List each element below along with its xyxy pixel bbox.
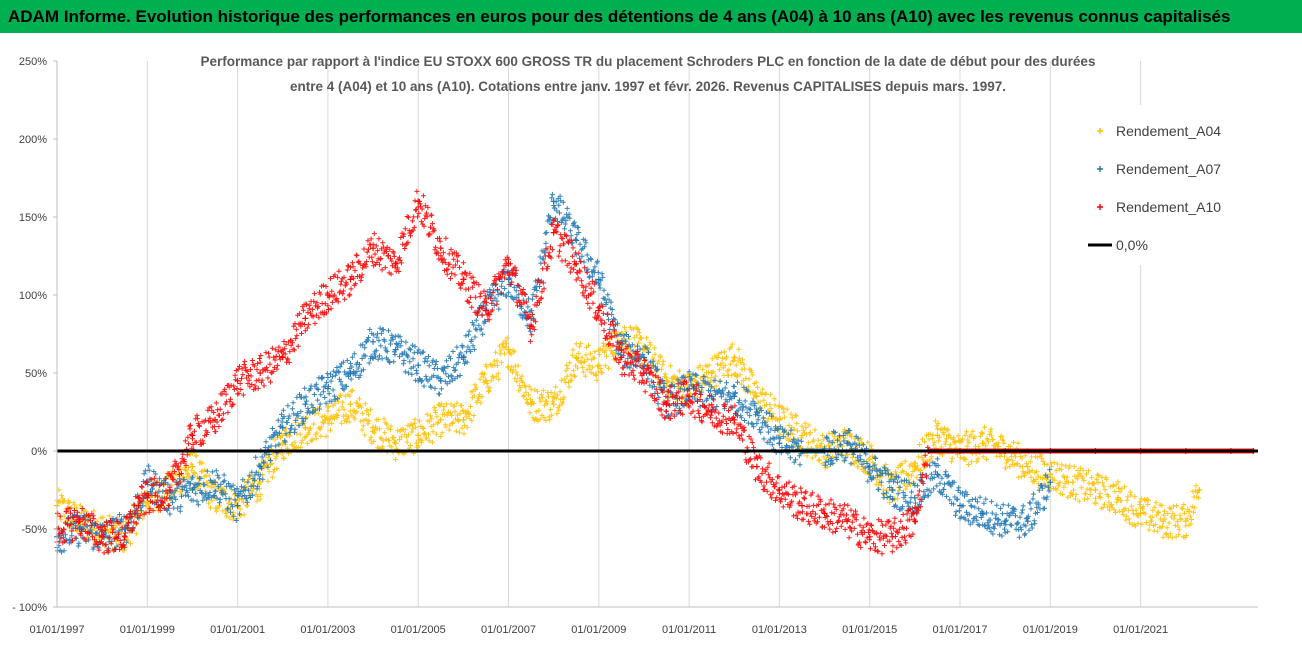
data-point [302, 401, 309, 408]
data-point [279, 354, 286, 361]
x-tick-label: 01/01/2003 [300, 624, 355, 636]
axis-layer: 01/01/1997 01/01/1999 01/01/2001 01/01/2003… [12, 56, 1258, 636]
data-point [1182, 518, 1189, 525]
data-point [234, 502, 241, 509]
legend-label: Rendement_A07 [1116, 161, 1221, 177]
legend-label: Rendement_A10 [1116, 199, 1221, 215]
x-tick-label: 01/01/2011 [662, 624, 716, 636]
data-point [347, 276, 354, 283]
y-tick-label: 150% [19, 212, 47, 224]
legend: Rendement_A04 Rendement_A07 Rendement_A10 0… [1072, 105, 1250, 265]
data-point [889, 487, 896, 493]
y-tick-label: 0% [31, 446, 47, 458]
data-point [437, 245, 444, 252]
legend-marker [1097, 204, 1103, 210]
x-tick-label: 01/01/1997 [29, 624, 84, 636]
series-cloud [54, 191, 1053, 555]
data-point [1024, 463, 1031, 470]
data-point [798, 502, 805, 509]
x-tick-label: 01/01/2013 [752, 624, 807, 636]
data-point [595, 307, 602, 314]
y-tick-label: 250% [19, 56, 47, 68]
chart-title-line1: Performance par rapport à l'indice EU ST… [201, 54, 1096, 69]
x-tick-label: 01/01/2001 [210, 624, 265, 636]
data-point [121, 533, 128, 540]
x-tick-label: 01/01/2017 [932, 624, 987, 636]
y-tick-label: -50% [21, 524, 47, 536]
data-point [595, 362, 602, 369]
data-point [573, 237, 580, 244]
x-tick-label: 01/01/2019 [1023, 624, 1078, 636]
data-point [1092, 487, 1099, 493]
data-point [437, 416, 444, 423]
data-point [1047, 479, 1054, 486]
x-tick-label: 01/01/2015 [842, 624, 897, 636]
legend-label: 0,0% [1116, 237, 1148, 253]
series-Rendement_A07 [54, 191, 1054, 555]
y-tick-label: 200% [19, 134, 47, 146]
legend-marker [1097, 128, 1103, 134]
y-tick-label: 100% [19, 290, 47, 302]
x-tick-label: 01/01/2007 [481, 624, 536, 636]
y-tick-label: 50% [25, 368, 47, 380]
chart-title-line2: entre 4 (A04) et 10 ans (A10). Cotations… [290, 79, 1006, 94]
data-point [302, 315, 309, 322]
legend-marker [1097, 166, 1103, 172]
x-tick-label: 01/01/2021 [1113, 624, 1168, 636]
x-tick-label: 01/01/2009 [571, 624, 626, 636]
data-point [460, 416, 467, 423]
chart-frame: 01/01/1997 01/01/1999 01/01/2001 01/01/2003… [0, 33, 1302, 647]
x-tick-label: 01/01/2005 [391, 624, 446, 636]
y-tick-label: - 100% [12, 602, 47, 614]
x-tick-label: 01/01/1999 [120, 624, 175, 636]
data-point [482, 307, 489, 314]
data-point [347, 401, 354, 408]
performance-chart: 01/01/1997 01/01/1999 01/01/2001 01/01/2003… [12, 54, 1258, 636]
data-point [415, 362, 422, 369]
data-point [189, 463, 196, 470]
data-point [1047, 471, 1054, 478]
data-point [257, 370, 264, 376]
data-point [753, 409, 760, 415]
data-point [370, 338, 377, 345]
legend-label: Rendement_A04 [1116, 123, 1221, 139]
data-point [415, 432, 422, 439]
header-banner: ADAM Informe. Evolution historique des p… [0, 0, 1302, 33]
data-point [573, 354, 580, 361]
data-point [505, 276, 512, 283]
data-point [1196, 487, 1203, 493]
